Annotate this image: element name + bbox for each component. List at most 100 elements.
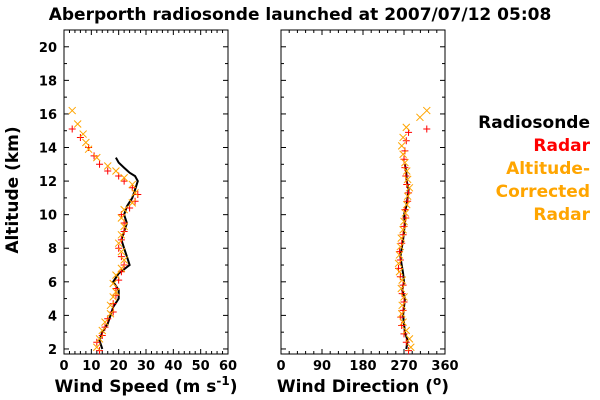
data-point xyxy=(114,239,123,248)
data-point xyxy=(73,120,82,128)
x-tick-label: 360 xyxy=(431,359,458,374)
x-tick-label: 40 xyxy=(164,359,182,374)
data-point xyxy=(399,225,407,234)
data-point xyxy=(68,106,77,115)
data-point xyxy=(403,175,412,184)
data-point xyxy=(405,347,413,355)
data-point xyxy=(79,130,87,138)
y-tick-label: 4 xyxy=(48,309,57,324)
data-point xyxy=(401,164,409,172)
data-point xyxy=(120,173,128,182)
data-point xyxy=(109,293,118,301)
legend-entry: Radiosonde xyxy=(478,113,590,133)
data-point xyxy=(117,214,126,222)
data-point xyxy=(405,335,414,343)
x-tick-label: 20 xyxy=(110,359,128,374)
legend-entry: Corrected xyxy=(496,182,590,202)
data-point xyxy=(422,106,431,115)
data-point xyxy=(403,192,412,201)
data-point xyxy=(134,191,142,199)
data-point xyxy=(416,113,424,122)
series-2 xyxy=(68,125,142,355)
data-point xyxy=(96,160,104,168)
x-tick-label: 270 xyxy=(390,359,417,374)
data-point xyxy=(104,167,112,175)
data-point xyxy=(397,284,406,293)
data-point xyxy=(109,300,117,308)
y-axis-label: Altitude (km) xyxy=(3,126,23,253)
x-tick-label: 60 xyxy=(219,359,237,374)
data-point xyxy=(400,298,408,306)
data-point xyxy=(397,141,406,150)
data-point xyxy=(112,291,120,299)
data-point xyxy=(400,293,408,301)
data-point xyxy=(103,162,112,170)
data-point xyxy=(399,318,407,326)
data-point xyxy=(117,264,126,273)
data-point xyxy=(92,343,101,352)
y-tick-label: 14 xyxy=(39,142,57,157)
data-point xyxy=(109,279,118,288)
data-point xyxy=(84,145,93,154)
y-tick-label: 2 xyxy=(48,343,57,358)
data-point xyxy=(396,273,404,281)
data-point xyxy=(399,150,407,159)
legend-entry: Altitude- xyxy=(506,159,590,179)
data-point xyxy=(109,308,117,316)
series-3 xyxy=(394,106,431,352)
data-point xyxy=(405,183,414,192)
y-tick-label: 18 xyxy=(39,74,57,89)
data-point xyxy=(402,123,411,132)
data-point xyxy=(112,167,120,175)
data-point xyxy=(90,152,98,160)
data-point xyxy=(394,259,403,268)
data-point xyxy=(397,309,406,318)
data-point xyxy=(112,288,120,296)
y-tick-label: 12 xyxy=(39,175,57,190)
y-tick-label: 16 xyxy=(39,108,57,123)
legend: Radiosonde Radar Altitude- Corrected Radar xyxy=(478,113,590,225)
chart-title: Aberporth radiosonde launched at 2007/07… xyxy=(49,5,552,25)
data-point xyxy=(395,248,403,256)
data-point xyxy=(401,158,409,167)
data-point xyxy=(112,271,120,279)
y-tick-label: 10 xyxy=(39,209,57,224)
data-point xyxy=(128,180,137,189)
data-point xyxy=(106,301,115,310)
data-point xyxy=(399,281,407,289)
data-point xyxy=(402,326,411,335)
x-tick-label: 50 xyxy=(192,359,210,374)
data-point xyxy=(68,125,76,133)
data-point xyxy=(398,290,406,298)
data-point xyxy=(82,138,90,147)
data-point xyxy=(401,209,410,217)
x-tick-label: 0 xyxy=(276,359,285,374)
data-point xyxy=(92,153,101,162)
data-point xyxy=(406,343,415,352)
plot-frame xyxy=(63,29,229,355)
legend-entry: Radar xyxy=(533,205,590,225)
data-point xyxy=(131,197,139,205)
data-point xyxy=(101,318,109,326)
x-tick-label: 10 xyxy=(82,359,100,374)
data-point xyxy=(398,301,407,310)
data-point xyxy=(402,214,410,222)
data-point xyxy=(398,276,407,284)
x-tick-label: 90 xyxy=(313,359,331,374)
x-tick-label: 30 xyxy=(137,359,155,374)
data-point xyxy=(402,172,410,180)
data-point xyxy=(131,188,139,197)
data-point xyxy=(402,167,411,175)
data-point xyxy=(397,234,406,243)
plot-frame xyxy=(280,29,446,355)
data-point xyxy=(128,199,137,207)
x-tick-label: 0 xyxy=(59,359,68,374)
x-tick-label: 180 xyxy=(349,359,376,374)
data-point xyxy=(399,133,407,142)
series-3 xyxy=(68,106,139,352)
data-point xyxy=(400,330,408,338)
data-point xyxy=(423,125,431,133)
data-point xyxy=(120,205,128,214)
